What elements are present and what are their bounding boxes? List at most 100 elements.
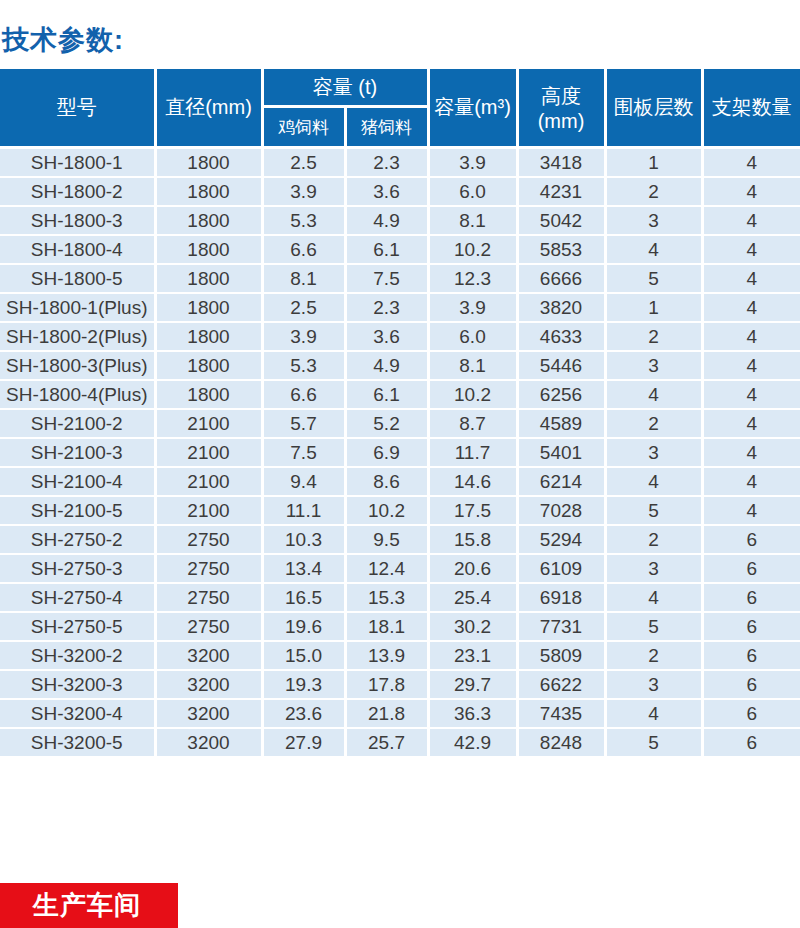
cell-diameter: 2750 [155,612,262,641]
table-row: SH-3200-5320027.925.742.9824856 [0,728,800,757]
cell-height: 5809 [517,641,605,670]
cell-volume: 15.8 [428,525,517,554]
cell-pig: 15.3 [345,583,428,612]
cell-layers: 3 [605,206,702,235]
table-row: SH-1800-218003.93.66.0423124 [0,177,800,206]
header-diameter: 直径(mm) [155,68,262,148]
cell-model: SH-2750-3 [0,554,155,583]
cell-model: SH-2750-5 [0,612,155,641]
cell-chicken: 2.5 [262,293,345,322]
cell-supports: 6 [702,525,800,554]
spec-table: 型号 直径(mm) 容量 (t) 容量(m³) 高度(mm) 围板层数 支架数量… [0,66,800,758]
cell-layers: 3 [605,351,702,380]
cell-diameter: 3200 [155,641,262,670]
cell-chicken: 3.9 [262,322,345,351]
cell-chicken: 8.1 [262,264,345,293]
cell-diameter: 1800 [155,322,262,351]
cell-volume: 8.1 [428,206,517,235]
page: 技术参数: 型号 直径(mm) 容量 (t) 容量(m³) 高度(mm) 围板层… [0,0,800,928]
cell-layers: 3 [605,554,702,583]
header-pig-feed: 猪饲料 [345,107,428,148]
cell-volume: 8.7 [428,409,517,438]
cell-supports: 6 [702,641,800,670]
cell-diameter: 1800 [155,380,262,409]
header-supports: 支架数量 [702,68,800,148]
cell-volume: 10.2 [428,235,517,264]
cell-model: SH-2100-4 [0,467,155,496]
cell-diameter: 1800 [155,177,262,206]
cell-pig: 4.9 [345,206,428,235]
header-capacity-m3: 容量(m³) [428,68,517,148]
cell-chicken: 19.3 [262,670,345,699]
cell-pig: 12.4 [345,554,428,583]
table-row: SH-1800-318005.34.98.1504234 [0,206,800,235]
cell-pig: 6.9 [345,438,428,467]
cell-model: SH-1800-5 [0,264,155,293]
cell-diameter: 2100 [155,496,262,525]
cell-model: SH-1800-1(Plus) [0,293,155,322]
table-row: SH-1800-418006.66.110.2585344 [0,235,800,264]
header-chicken-feed: 鸡饲料 [262,107,345,148]
table-row: SH-1800-518008.17.512.3666654 [0,264,800,293]
cell-layers: 5 [605,264,702,293]
cell-diameter: 3200 [155,670,262,699]
cell-supports: 4 [702,467,800,496]
cell-pig: 6.1 [345,380,428,409]
cell-pig: 7.5 [345,264,428,293]
cell-pig: 10.2 [345,496,428,525]
cell-volume: 20.6 [428,554,517,583]
cell-pig: 2.3 [345,293,428,322]
cell-height: 6256 [517,380,605,409]
cell-layers: 4 [605,235,702,264]
cell-chicken: 3.9 [262,177,345,206]
cell-height: 4633 [517,322,605,351]
table-row: SH-1800-4(Plus)18006.66.110.2625644 [0,380,800,409]
header-height: 高度(mm) [517,68,605,148]
cell-height: 6622 [517,670,605,699]
cell-supports: 4 [702,206,800,235]
cell-model: SH-1800-3(Plus) [0,351,155,380]
table-row: SH-2750-3275013.412.420.6610936 [0,554,800,583]
cell-height: 4231 [517,177,605,206]
cell-supports: 6 [702,728,800,757]
cell-height: 8248 [517,728,605,757]
cell-volume: 6.0 [428,177,517,206]
cell-layers: 2 [605,322,702,351]
cell-layers: 5 [605,728,702,757]
cell-volume: 30.2 [428,612,517,641]
cell-volume: 12.3 [428,264,517,293]
cell-supports: 4 [702,409,800,438]
table-row: SH-2100-321007.56.911.7540134 [0,438,800,467]
cell-pig: 3.6 [345,322,428,351]
cell-chicken: 19.6 [262,612,345,641]
cell-supports: 4 [702,322,800,351]
cell-volume: 23.1 [428,641,517,670]
cell-volume: 8.1 [428,351,517,380]
cell-model: SH-1800-4 [0,235,155,264]
cell-model: SH-2750-2 [0,525,155,554]
cell-chicken: 2.5 [262,148,345,178]
cell-volume: 10.2 [428,380,517,409]
production-workshop-banner: 生产车间 [0,883,178,928]
cell-model: SH-1800-2(Plus) [0,322,155,351]
table-row: SH-1800-2(Plus)18003.93.66.0463324 [0,322,800,351]
table-row: SH-1800-3(Plus)18005.34.98.1544634 [0,351,800,380]
table-row: SH-2100-221005.75.28.7458924 [0,409,800,438]
cell-layers: 2 [605,409,702,438]
cell-model: SH-1800-1 [0,148,155,178]
cell-chicken: 15.0 [262,641,345,670]
cell-height: 7028 [517,496,605,525]
cell-supports: 4 [702,438,800,467]
cell-height: 6214 [517,467,605,496]
cell-diameter: 1800 [155,235,262,264]
cell-pig: 25.7 [345,728,428,757]
cell-model: SH-1800-2 [0,177,155,206]
cell-layers: 4 [605,380,702,409]
cell-diameter: 3200 [155,728,262,757]
cell-supports: 6 [702,699,800,728]
cell-chicken: 13.4 [262,554,345,583]
cell-height: 5446 [517,351,605,380]
cell-pig: 9.5 [345,525,428,554]
cell-supports: 6 [702,612,800,641]
cell-height: 7731 [517,612,605,641]
